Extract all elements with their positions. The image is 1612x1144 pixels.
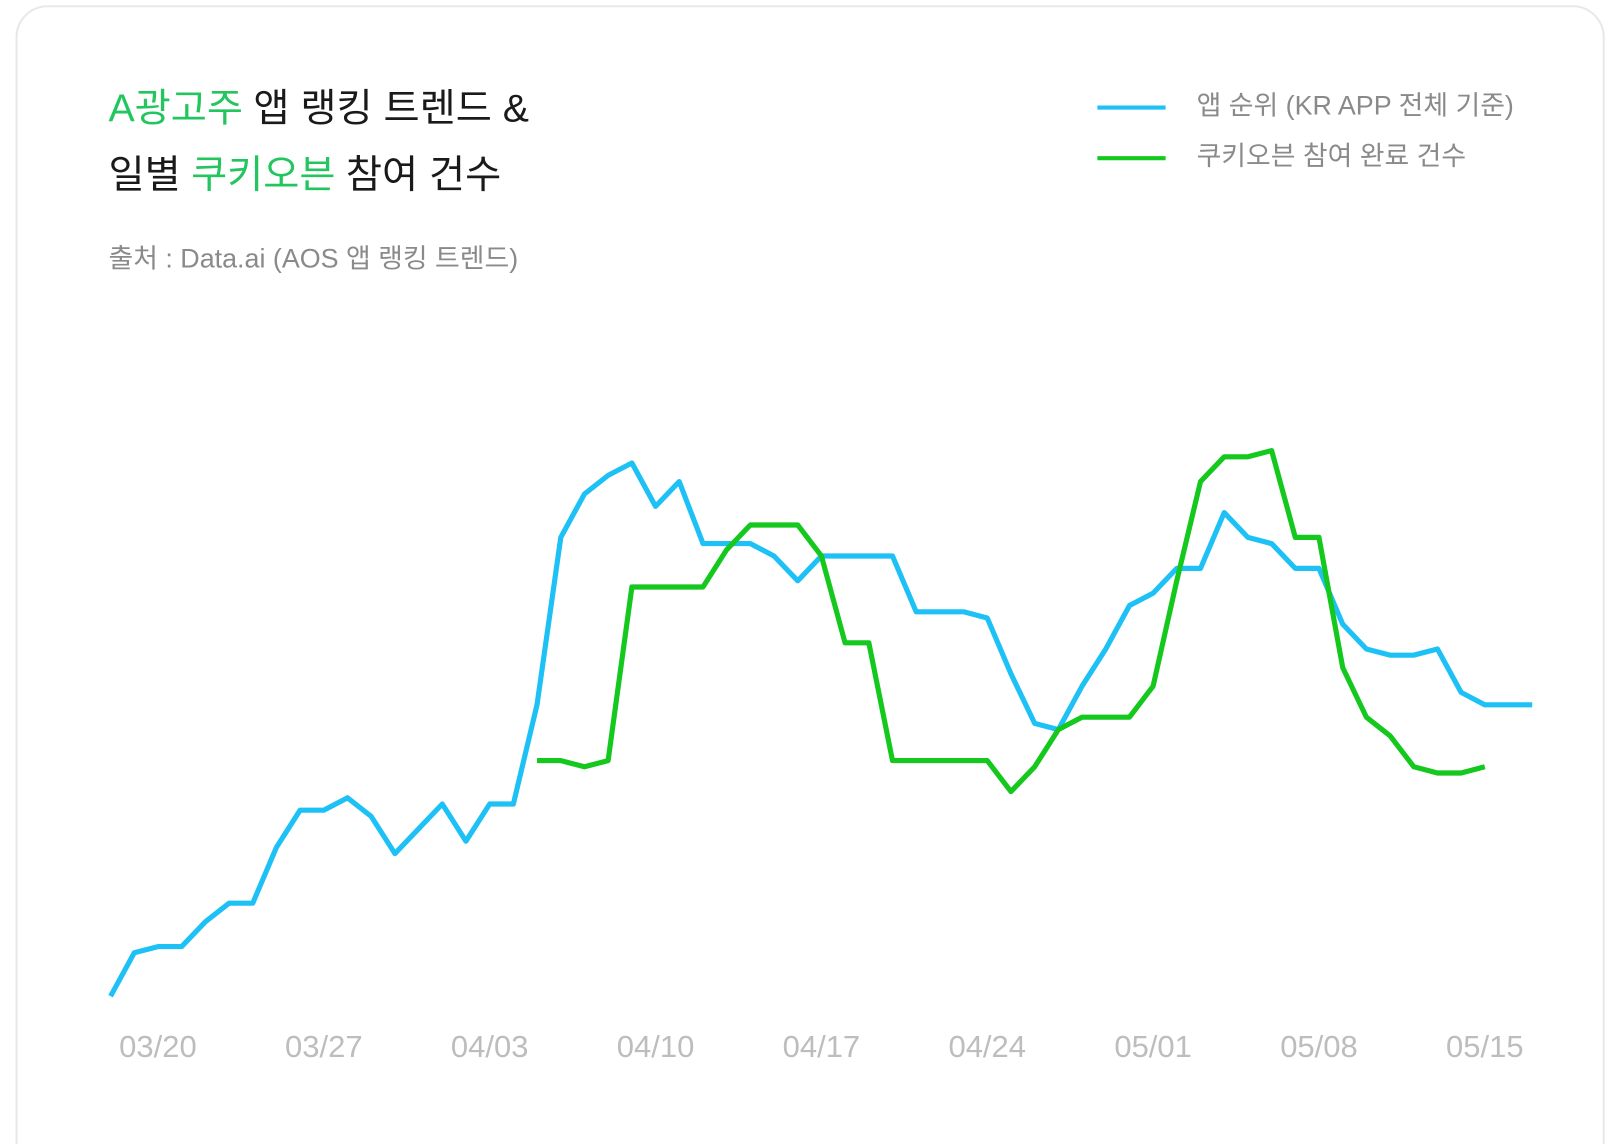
x-tick-label: 05/15 (1446, 1029, 1524, 1064)
title-part: 쿠키오븐 (191, 153, 335, 197)
title-part: 앱 랭킹 트렌드 & (253, 87, 529, 131)
x-tick-label: 03/27 (285, 1029, 363, 1064)
x-tick-label: 03/20 (119, 1029, 197, 1064)
chart-title: A광고주 앱 랭킹 트렌드 & (109, 87, 529, 131)
title-part: A광고주 (109, 87, 244, 131)
x-tick-label: 04/03 (451, 1029, 529, 1064)
series-line (537, 448, 1486, 795)
title-part: 일별 (109, 153, 181, 197)
chart-title: 일별 쿠키오븐 참여 건수 (109, 153, 502, 197)
x-tick-label: 05/01 (1114, 1029, 1192, 1064)
chart-subtitle: 출처 : Data.ai (AOS 앱 랭킹 트렌드) (109, 244, 519, 274)
card (15, 5, 1605, 1144)
legend-label: 쿠키오븐 참여 완료 건수 (1197, 141, 1467, 171)
x-tick-label: 04/17 (783, 1029, 861, 1064)
legend-label: 앱 순위 (KR APP 전체 기준) (1197, 91, 1514, 121)
x-tick-label: 04/10 (617, 1029, 695, 1064)
x-tick-label: 04/24 (948, 1029, 1026, 1064)
title-part: 참여 건수 (346, 153, 501, 197)
x-tick-label: 05/08 (1280, 1029, 1358, 1064)
